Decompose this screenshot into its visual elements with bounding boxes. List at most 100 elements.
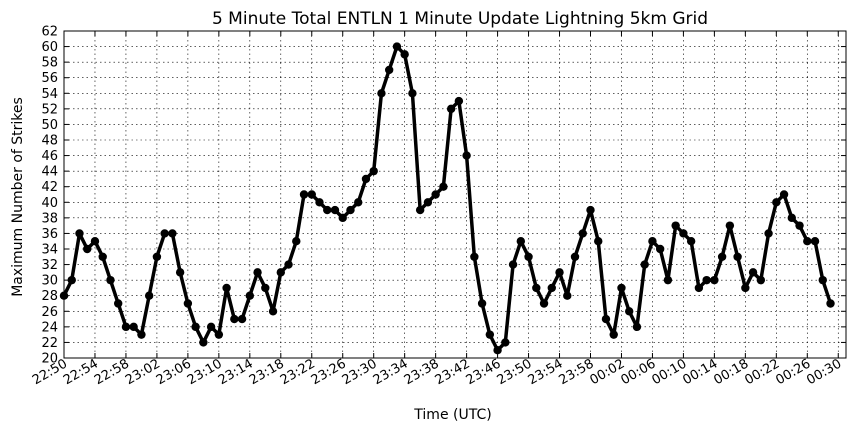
data-point [717,252,727,261]
y-axis-label: Maximum Number of Strikes [10,97,26,297]
x-tick-label: 23:22 [278,356,318,388]
x-tick-label: 22:58 [92,356,132,388]
y-tick-label: 38 [41,211,58,226]
data-point [384,65,394,75]
data-point [377,89,386,98]
data-point [338,213,347,223]
data-point [392,42,402,51]
y-tick-label: 28 [41,289,58,304]
y-tick-label: 52 [41,102,58,117]
y-tick-label: 58 [41,56,58,71]
data-point [400,50,409,59]
data-point [539,299,549,308]
data-point [439,182,448,191]
y-tick-label: 60 [41,40,58,55]
data-point [268,307,278,316]
data-point [555,268,564,277]
x-tick-label: 23:06 [154,356,194,388]
data-point [826,299,835,308]
data-point [508,260,518,269]
y-tick-label: 24 [41,320,58,335]
y-tick-label: 22 [41,336,58,351]
x-tick-label: 00:22 [742,356,782,388]
data-point [803,237,812,246]
data-point [702,275,711,285]
data-point [121,322,131,332]
x-tick-label: 23:30 [340,356,380,388]
x-tick-label: 23:02 [123,356,163,388]
y-tick-label: 62 [41,25,58,40]
data-point [299,190,309,199]
data-point [346,205,355,215]
x-tick-label: 23:46 [464,356,504,388]
data-point [640,260,649,269]
data-point [137,330,146,339]
data-point [446,104,456,114]
data-point [516,237,526,246]
x-tick-label: 23:18 [247,356,287,388]
data-point [152,252,162,261]
data-point [493,346,502,355]
data-point [601,314,611,324]
data-point [292,237,301,246]
x-tick-label: 23:10 [185,356,225,388]
data-point [710,275,719,285]
data-point [470,252,479,261]
y-tick-label: 42 [41,180,58,195]
data-point [199,338,208,347]
data-point [315,198,324,207]
x-tick-label: 00:06 [618,356,658,388]
y-tick-label: 56 [41,71,58,86]
data-point [779,190,789,199]
x-tick-label: 23:14 [216,356,256,388]
data-point [354,198,363,207]
data-point [67,275,76,285]
y-tick-label: 48 [41,134,58,149]
data-point [671,221,680,230]
y-tick-label: 50 [41,118,58,133]
series-line [62,44,833,352]
data-point [98,252,107,261]
x-tick-label: 00:10 [649,356,689,388]
data-point [144,291,154,300]
data-point [485,330,495,339]
data-point [330,205,340,215]
x-tick-label: 00:30 [804,356,844,388]
y-tick-label: 54 [41,87,58,102]
x-tick-label: 23:42 [433,356,473,388]
y-tick-label: 44 [41,165,58,180]
data-point [284,260,293,269]
data-point [764,229,773,238]
x-tick-label: 00:14 [680,356,720,388]
data-point [307,190,316,199]
data-point [679,229,688,238]
data-point [106,275,115,285]
data-point [524,252,533,261]
data-point [609,330,618,339]
x-tick-label: 23:54 [526,356,566,388]
data-point [547,283,556,293]
data-point [431,190,440,199]
data-point [810,237,820,246]
data-point [594,237,603,246]
data-point [261,283,270,293]
data-point [113,299,123,308]
data-point [632,322,642,332]
y-tick-label: 40 [41,196,58,211]
data-point [570,252,580,261]
y-tick-label: 34 [41,243,58,258]
data-point [725,221,735,230]
data-point [477,299,487,308]
data-point [686,237,696,246]
data-point [663,275,673,285]
data-point [175,268,185,277]
x-tick-label: 00:02 [588,356,628,388]
y-tick-label: 46 [41,149,58,164]
data-point [191,322,200,332]
data-point [501,338,510,347]
data-point [462,151,471,160]
data-point [408,89,417,98]
data-point [563,291,572,300]
plot-frame [63,30,847,359]
